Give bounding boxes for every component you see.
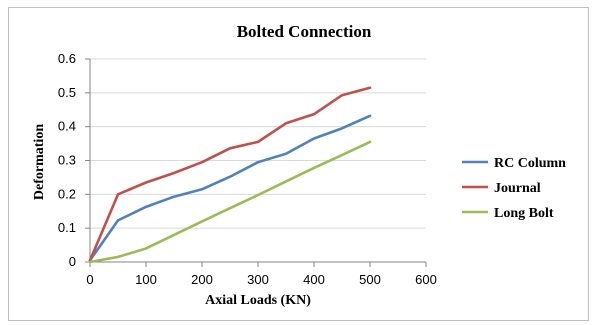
legend-label-journal: Journal (494, 181, 541, 196)
x-tick-label: 400 (303, 272, 325, 287)
x-tick-label: 0 (86, 272, 93, 287)
x-tick-label: 500 (359, 272, 381, 287)
series-line-long-bolt (88, 140, 372, 264)
x-tick-label: 100 (135, 272, 157, 287)
y-tick-label: 0.4 (58, 119, 76, 134)
x-tick-label: 300 (247, 272, 269, 287)
tick-labels: 0 0.1 0.2 0.3 0.4 0.5 0.6 0 100 200 300 400 500 600 (58, 51, 437, 287)
legend-label-rc-column: RC Column (494, 156, 566, 171)
chart-title: Bolted Connection (237, 22, 372, 41)
x-tick-label: 200 (191, 272, 213, 287)
series-line-journal (88, 86, 372, 262)
legend: RC Column Journal Long Bolt (462, 156, 566, 221)
x-axis-title: Axial Loads (KN) (205, 293, 311, 308)
y-tick-label: 0.5 (58, 85, 76, 100)
y-tick-label: 0.6 (58, 51, 76, 66)
series-lines (88, 86, 372, 264)
y-tick-label: 0.2 (58, 186, 76, 201)
series-line-rc-column (88, 114, 372, 262)
y-tick-label: 0.3 (58, 153, 76, 168)
grid-lines (90, 58, 426, 229)
y-tick-label: 0 (69, 254, 76, 269)
y-axis-title: Deformation (32, 124, 47, 200)
y-tick-label: 0.1 (58, 220, 76, 235)
x-tick-label: 600 (415, 272, 437, 287)
legend-label-long-bolt: Long Bolt (494, 206, 554, 221)
